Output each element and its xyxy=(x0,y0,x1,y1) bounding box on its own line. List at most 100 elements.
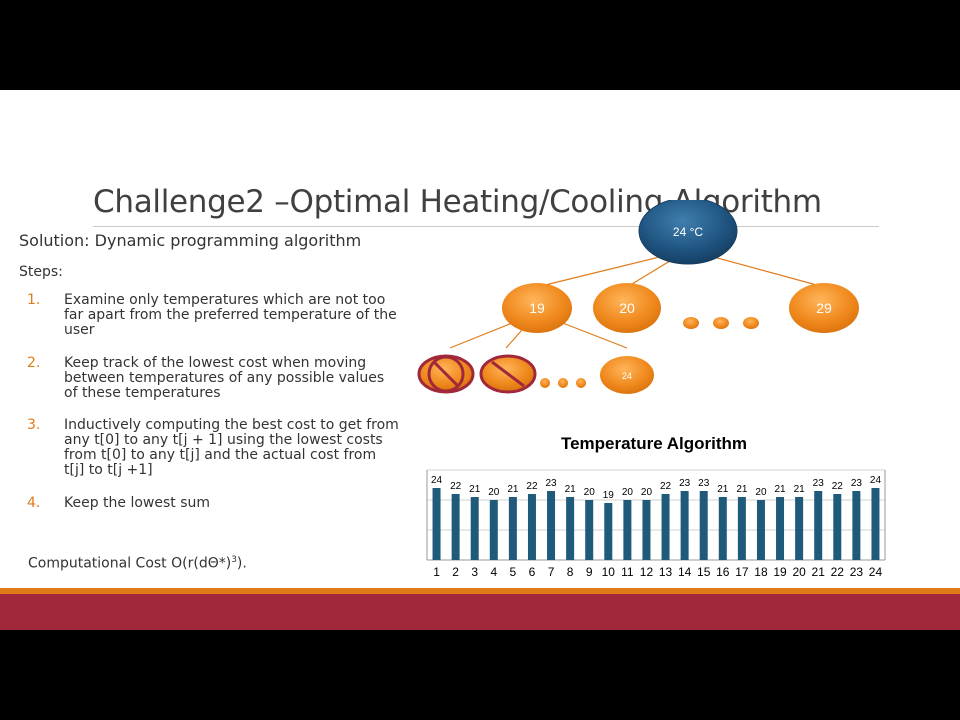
chart-bar xyxy=(623,500,632,560)
chart-bar xyxy=(718,497,727,560)
chart-bar xyxy=(661,494,670,560)
chart-data-label: 20 xyxy=(488,487,500,498)
chart-data-label: 21 xyxy=(736,484,748,495)
chart-bar xyxy=(852,491,861,560)
eliminated-node xyxy=(479,354,537,394)
chart-x-tick-label: 22 xyxy=(831,565,845,579)
chart-bar xyxy=(833,494,842,560)
chart-x-tick-label: 3 xyxy=(471,565,478,579)
ellipsis-dots xyxy=(540,378,586,388)
chart-x-tick-label: 12 xyxy=(640,565,654,579)
chart-bar xyxy=(642,500,651,560)
chart-data-label: 22 xyxy=(660,481,672,492)
title-divider xyxy=(93,226,879,227)
chart-x-tick-label: 16 xyxy=(716,565,730,579)
chart-x-tick-label: 15 xyxy=(697,565,711,579)
chart-data-label: 20 xyxy=(755,487,767,498)
root-node-label: 24 °C xyxy=(673,225,703,239)
eliminated-node xyxy=(417,354,475,394)
chart-data-label: 22 xyxy=(450,481,462,492)
step-text: Inductively computing the best cost to g… xyxy=(64,417,399,478)
chart-bar xyxy=(699,491,708,560)
chart-data-label: 23 xyxy=(698,478,710,489)
ellipsis-dots xyxy=(683,317,759,329)
chart-data-label: 21 xyxy=(717,484,729,495)
chart-x-tick-label: 1 xyxy=(433,565,440,579)
chart-data-label: 23 xyxy=(813,478,825,489)
chart-bar xyxy=(680,491,689,560)
chart-x-tick-labels: 1 2 3 4 5 6 7 8 9 10 11 12 13 14 15 16 17 18 19 20 21 22 23 24 xyxy=(433,565,882,579)
solution-text: Solution: Dynamic programming algorithm xyxy=(19,231,362,250)
chart-data-label: 19 xyxy=(603,490,615,501)
chart-data-label: 23 xyxy=(679,478,691,489)
chart-gridlines xyxy=(426,469,886,561)
step-number: 2. xyxy=(27,355,41,371)
chart-bar xyxy=(585,500,594,560)
chart-data-labels: 24 22 21 20 21 22 23 21 20 19 20 20 22 23 23 21 21 20 21 21… xyxy=(431,475,881,501)
chart-bar xyxy=(776,497,785,560)
chart-data-label: 24 xyxy=(870,475,882,486)
chart-data-label: 21 xyxy=(565,484,577,495)
chart-x-tick-label: 21 xyxy=(812,565,826,579)
chart-data-label: 23 xyxy=(851,478,863,489)
cost-prefix: Computational Cost O(r(dΘ*) xyxy=(28,555,232,572)
chart-bar xyxy=(737,497,746,560)
chart-bar xyxy=(527,494,536,560)
chart-data-label: 21 xyxy=(794,484,806,495)
chart-bars xyxy=(432,488,880,560)
chart-bar xyxy=(432,488,441,560)
chart-data-label: 23 xyxy=(545,478,557,489)
chart-x-tick-label: 10 xyxy=(602,565,616,579)
chart-x-tick-label: 5 xyxy=(510,565,517,579)
cost-exponent: 3 xyxy=(231,555,237,565)
computational-cost: Computational Cost O(r(dΘ*)3). xyxy=(28,555,247,572)
chart-data-label: 21 xyxy=(507,484,519,495)
chart-data-label: 22 xyxy=(526,481,538,492)
chart-x-tick-label: 19 xyxy=(773,565,787,579)
chart-x-tick-label: 7 xyxy=(548,565,555,579)
steps-label: Steps: xyxy=(19,264,63,280)
chart-x-tick-label: 24 xyxy=(869,565,883,579)
chart-title: Temperature Algorithm xyxy=(561,434,747,453)
root-node: 24 °C xyxy=(638,200,738,265)
chart-bar xyxy=(814,491,823,560)
chart-bar xyxy=(451,494,460,560)
tree-node-label: 19 xyxy=(529,300,545,316)
chart-x-tick-label: 8 xyxy=(567,565,574,579)
chart-x-tick-label: 14 xyxy=(678,565,692,579)
chart-data-label: 21 xyxy=(774,484,786,495)
step-text: Keep the lowest sum xyxy=(64,495,211,511)
chart-bar xyxy=(566,497,575,560)
chart-x-tick-label: 20 xyxy=(792,565,806,579)
tree-node: 19 xyxy=(502,283,572,333)
tree-node-label: 29 xyxy=(816,300,832,316)
chart-data-label: 20 xyxy=(641,487,653,498)
chart-x-tick-label: 2 xyxy=(452,565,459,579)
chart-x-tick-label: 6 xyxy=(529,565,536,579)
footer-band xyxy=(0,594,960,630)
tree-node: 29 xyxy=(789,283,859,333)
chart-x-tick-label: 9 xyxy=(586,565,593,579)
step-text: Examine only temperatures which are not … xyxy=(64,292,397,338)
chart-data-label: 20 xyxy=(622,487,634,498)
chart-bar xyxy=(756,500,765,560)
cost-suffix: ). xyxy=(236,555,247,572)
chart-data-label: 20 xyxy=(584,487,596,498)
tree-node: 20 xyxy=(593,283,661,333)
tree-node-label: 24 xyxy=(622,371,632,381)
chart-data-label: 21 xyxy=(469,484,481,495)
chart-data-label: 24 xyxy=(431,475,443,486)
chart-x-tick-label: 11 xyxy=(621,565,634,579)
chart-data-label: 22 xyxy=(832,481,844,492)
slide: Challenge2 –Optimal Heating/Cooling Algo… xyxy=(0,90,960,630)
step-number: 1. xyxy=(27,292,41,308)
step-number: 4. xyxy=(27,495,41,511)
chart-x-tick-label: 17 xyxy=(735,565,749,579)
chart-x-tick-label: 23 xyxy=(850,565,864,579)
chart-bar xyxy=(547,491,556,560)
chart-bar xyxy=(508,497,517,560)
chart-x-tick-label: 4 xyxy=(490,565,497,579)
chart-bar xyxy=(470,497,479,560)
chart-x-tick-label: 13 xyxy=(659,565,673,579)
